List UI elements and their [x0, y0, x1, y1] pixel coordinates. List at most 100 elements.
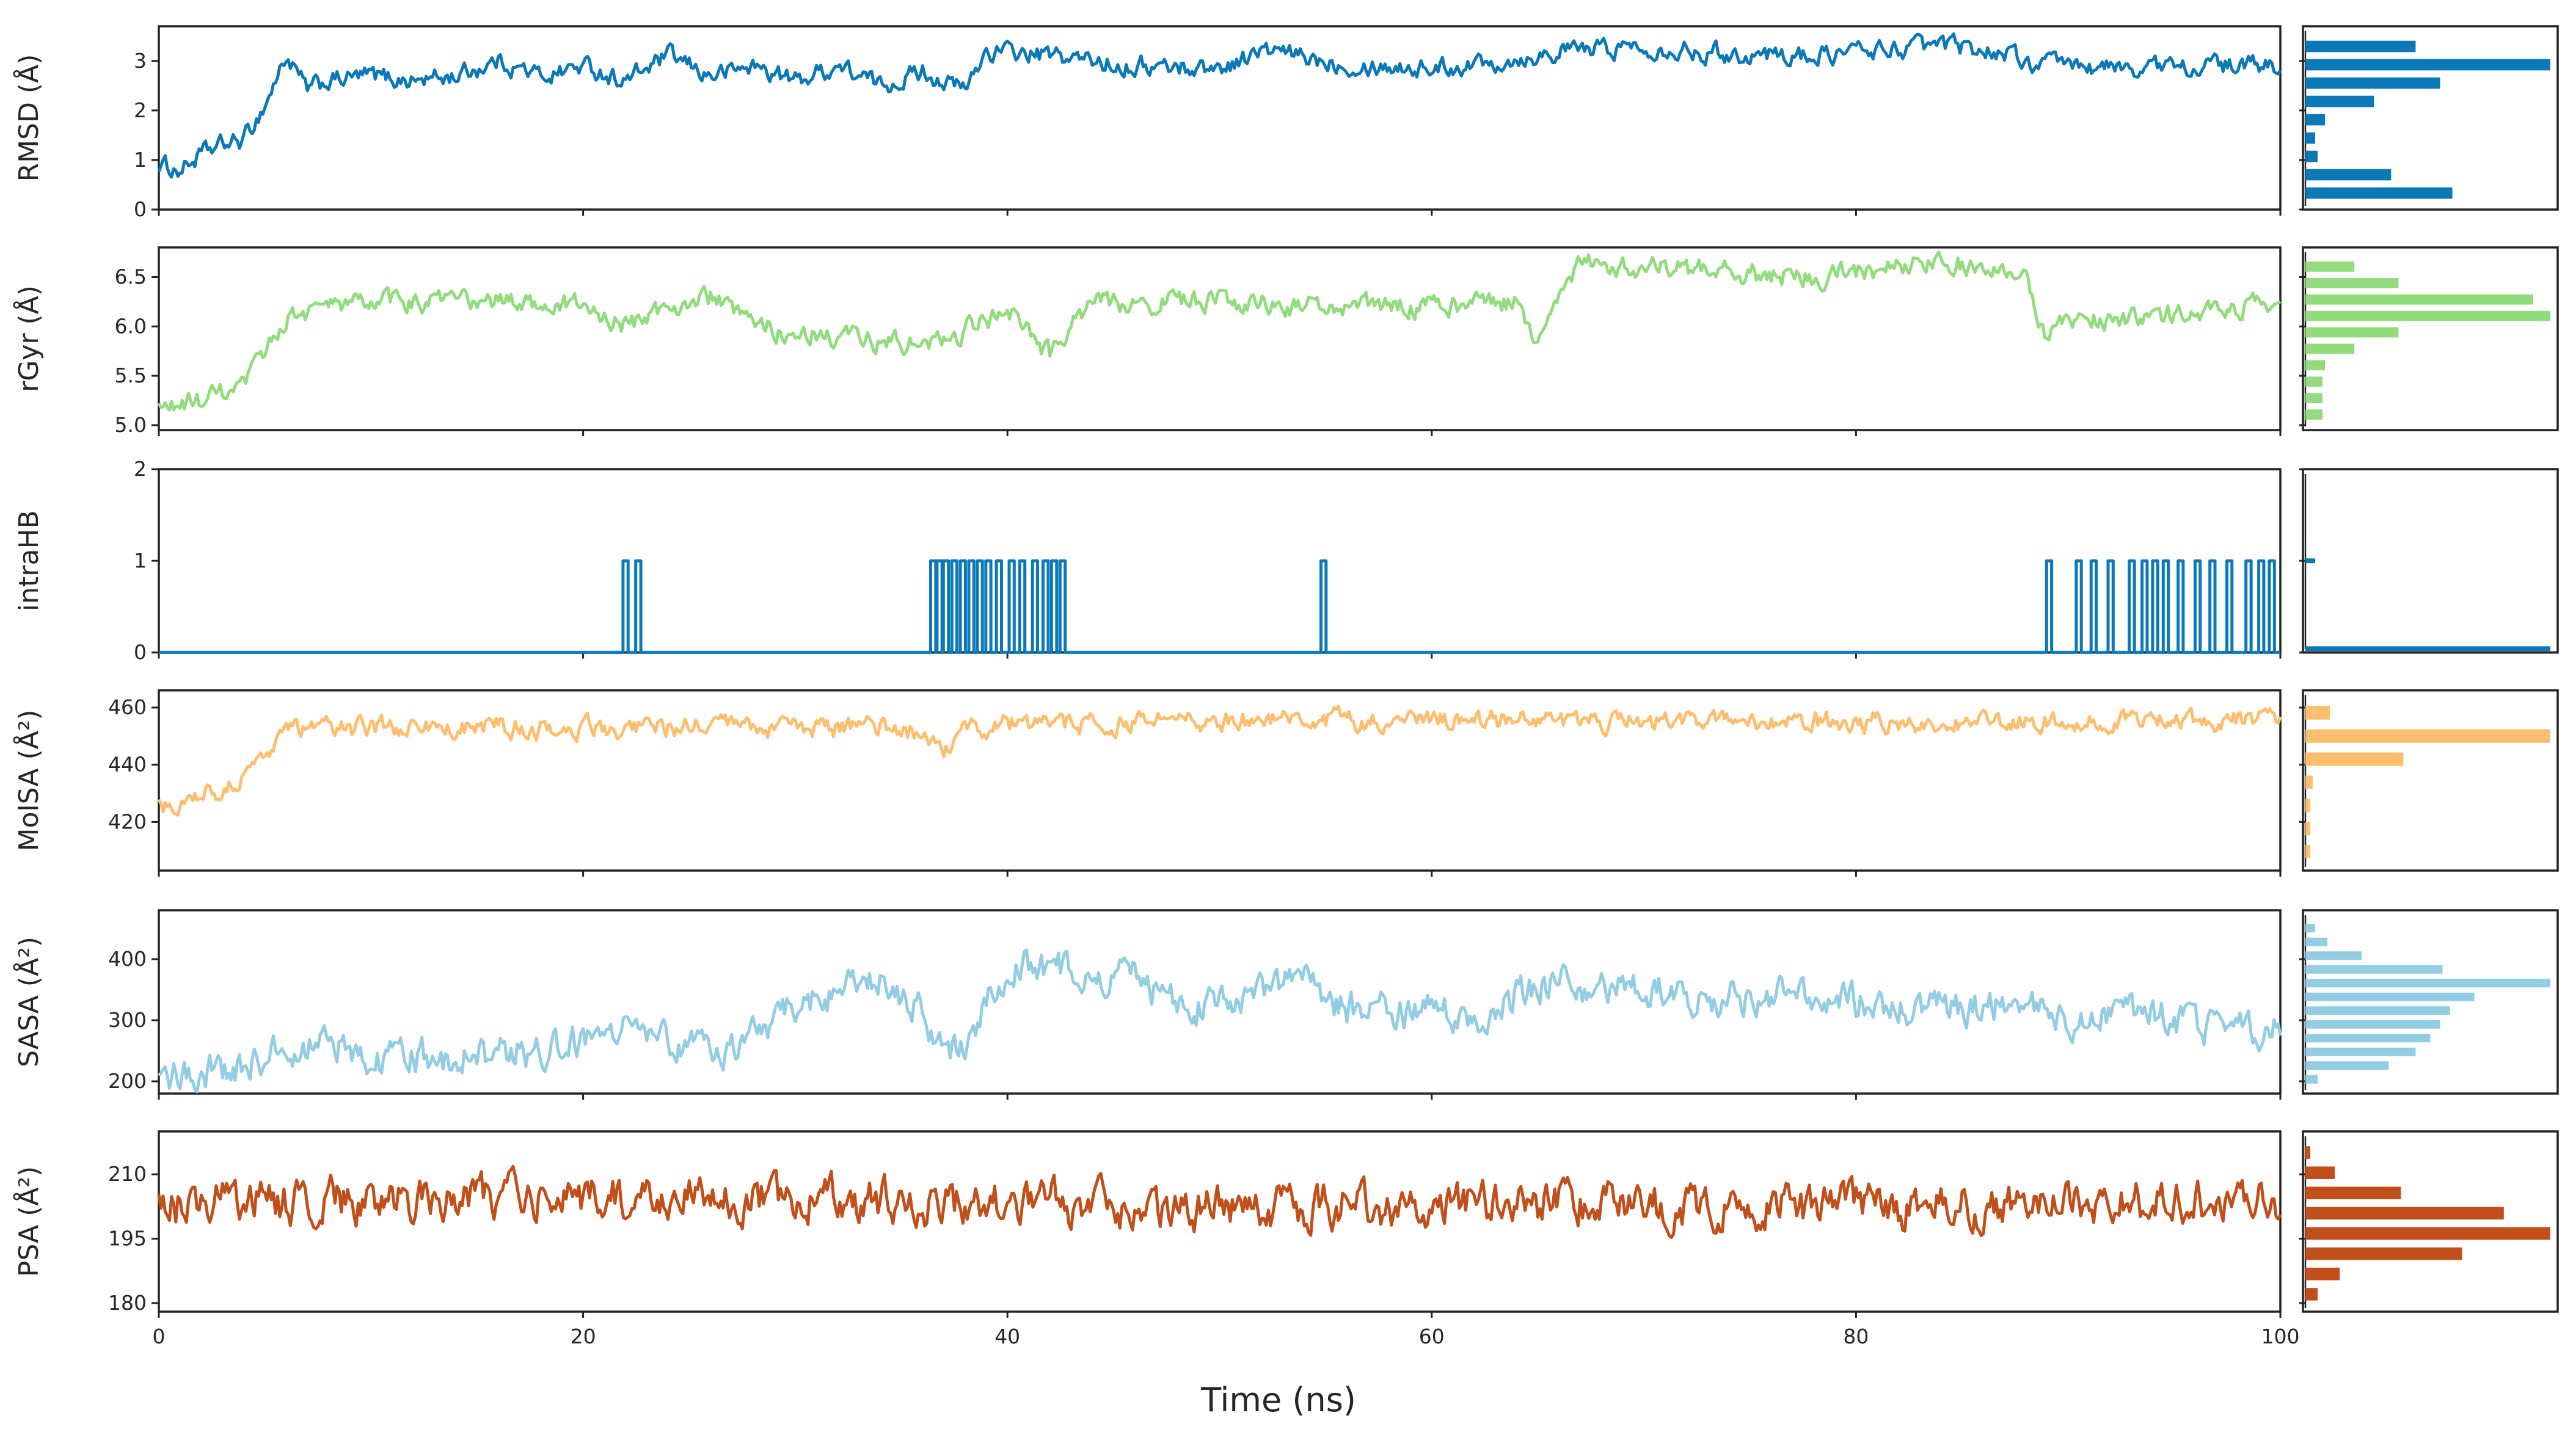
rgyr-hist-bar — [2305, 376, 2323, 387]
sasa-hist-bar — [2305, 951, 2362, 960]
intrahb-y-tick-label: 2 — [134, 457, 147, 481]
psa-y-tick-label: 195 — [108, 1227, 147, 1251]
molsa-hist-bar — [2305, 845, 2311, 859]
x-tick-label: 0 — [153, 1324, 166, 1348]
sasa-y-axis-label: SASA (Å²) — [12, 937, 45, 1067]
rmsd-hist-bar — [2305, 59, 2550, 71]
sasa-hist-bar — [2305, 1075, 2318, 1084]
sasa-y-tick-label: 200 — [108, 1069, 147, 1093]
rgyr-hist-bar — [2305, 294, 2533, 305]
molsa-hist-bar — [2305, 798, 2311, 813]
psa-series-line — [157, 1164, 2282, 1239]
sasa-hist-bar — [2305, 1061, 2389, 1070]
psa-hist-bar — [2305, 1166, 2335, 1179]
panel-intrahb: 0 1 2 intraHB — [13, 457, 2559, 664]
rgyr-hist-bar — [2305, 360, 2326, 371]
sasa-plot-frame — [158, 909, 2282, 1095]
psa-y-axis-label: PSA (Å²) — [12, 1166, 45, 1277]
sasa-y-tick-label: 300 — [108, 1008, 147, 1032]
panel-sasa: 200 300 400 SASA (Å²) — [12, 909, 2559, 1100]
sasa-hist-bar — [2305, 1006, 2450, 1015]
molsa-plot-frame — [158, 689, 2282, 872]
psa-plot-frame — [158, 1130, 2282, 1313]
psa-hist-bar — [2305, 1247, 2462, 1260]
molsa-hist-bar — [2305, 775, 2313, 789]
sasa-hist-bar — [2305, 1047, 2416, 1056]
rmsd-y-tick-label: 3 — [134, 49, 147, 73]
rgyr-series-line — [157, 250, 2282, 412]
molsa-y-tick-label: 420 — [108, 809, 147, 833]
rgyr-y-tick-label: 6.0 — [115, 314, 147, 338]
x-axis-title: Time (ns) — [1200, 1381, 1356, 1419]
x-tick-label: 40 — [994, 1324, 1020, 1348]
rmsd-y-tick-label: 1 — [134, 148, 147, 172]
psa-hist-frame — [2302, 1130, 2559, 1313]
rmsd-hist-bar — [2305, 114, 2326, 126]
psa-hist-bar — [2305, 1227, 2550, 1240]
rmsd-hist-bar — [2305, 187, 2453, 199]
rmsd-plot-frame — [158, 25, 2282, 211]
rmsd-hist-bar — [2305, 132, 2316, 144]
sasa-hist-bar — [2305, 1034, 2431, 1043]
rmsd-series-line — [157, 32, 2282, 179]
molsa-y-tick-label: 440 — [108, 753, 147, 776]
rgyr-hist-bar — [2305, 310, 2550, 321]
rgyr-hist-bar — [2305, 343, 2355, 354]
rmsd-y-tick-label: 2 — [134, 98, 147, 122]
rgyr-hist-bar — [2305, 393, 2323, 403]
sasa-hist-bar — [2305, 965, 2443, 974]
rgyr-y-tick-label: 6.5 — [115, 265, 147, 288]
rmsd-hist-bar — [2305, 150, 2318, 163]
psa-hist-bar — [2305, 1268, 2340, 1280]
panel-molsa: 420 440 460 MolSA (Å²) — [12, 689, 2559, 877]
sasa-hist-bar — [2305, 1020, 2440, 1029]
rgyr-hist-bar — [2305, 409, 2323, 420]
panels-layer: 0 1 2 3 RMSD (Å) 5.0 5.5 6.0 6.5 rGyr (Å) 0 1 2 intra… — [12, 25, 2559, 1348]
psa-hist-bar — [2305, 1207, 2504, 1220]
intrahb-plot-frame — [158, 468, 2282, 654]
rgyr-hist-bar — [2305, 278, 2399, 288]
rmsd-hist-frame — [2302, 25, 2559, 211]
molsa-y-axis-label: MolSA (Å²) — [12, 709, 45, 851]
x-tick-label: 60 — [1419, 1324, 1445, 1348]
molsa-hist-bar — [2305, 752, 2404, 766]
sasa-hist-bar — [2305, 979, 2550, 988]
intrahb-series-line — [159, 559, 2280, 654]
rgyr-y-axis-label: rGyr (Å) — [12, 285, 45, 392]
psa-hist-bar — [2305, 1146, 2311, 1159]
intrahb-y-axis-label: intraHB — [13, 510, 45, 612]
rgyr-hist-frame — [2302, 246, 2559, 431]
rmsd-hist-bar — [2305, 77, 2440, 89]
molsa-hist-bar — [2305, 706, 2330, 720]
molsa-series-line — [157, 704, 2282, 817]
rmsd-hist-bar — [2305, 40, 2416, 53]
rmsd-y-axis-label: RMSD (Å) — [12, 54, 45, 182]
rgyr-plot-frame — [158, 246, 2282, 431]
intrahb-hist-bar — [2305, 558, 2316, 563]
psa-hist-bar — [2305, 1288, 2318, 1301]
intrahb-hist-bar — [2305, 646, 2550, 651]
panel-psa: 180 195 210 PSA (Å²) 0 20 40 60 80 100 — [12, 1130, 2559, 1348]
x-tick-label: 100 — [2261, 1324, 2300, 1348]
panel-rmsd: 0 1 2 3 RMSD (Å) — [12, 25, 2559, 221]
molsa-hist-bar — [2305, 822, 2311, 836]
panel-rgyr: 5.0 5.5 6.0 6.5 rGyr (Å) — [12, 246, 2559, 437]
intrahb-y-tick-label: 0 — [134, 640, 147, 664]
x-tick-label: 80 — [1843, 1324, 1869, 1348]
rmsd-y-tick-label: 0 — [134, 197, 147, 221]
rmsd-hist-bar — [2305, 95, 2374, 108]
rgyr-hist-bar — [2305, 261, 2355, 272]
sasa-hist-bar — [2305, 992, 2475, 1001]
x-tick-label: 20 — [571, 1324, 596, 1348]
sasa-series-line — [158, 948, 2282, 1094]
intrahb-y-tick-label: 1 — [134, 549, 147, 572]
sasa-y-tick-label: 400 — [108, 947, 147, 971]
sasa-hist-bar — [2305, 924, 2316, 933]
psa-hist-bar — [2305, 1186, 2401, 1200]
sasa-hist-bar — [2305, 937, 2328, 946]
sasa-hist-frame — [2302, 909, 2559, 1095]
molsa-hist-bar — [2305, 729, 2550, 743]
rgyr-hist-bar — [2305, 327, 2399, 338]
rmsd-hist-bar — [2305, 169, 2392, 181]
